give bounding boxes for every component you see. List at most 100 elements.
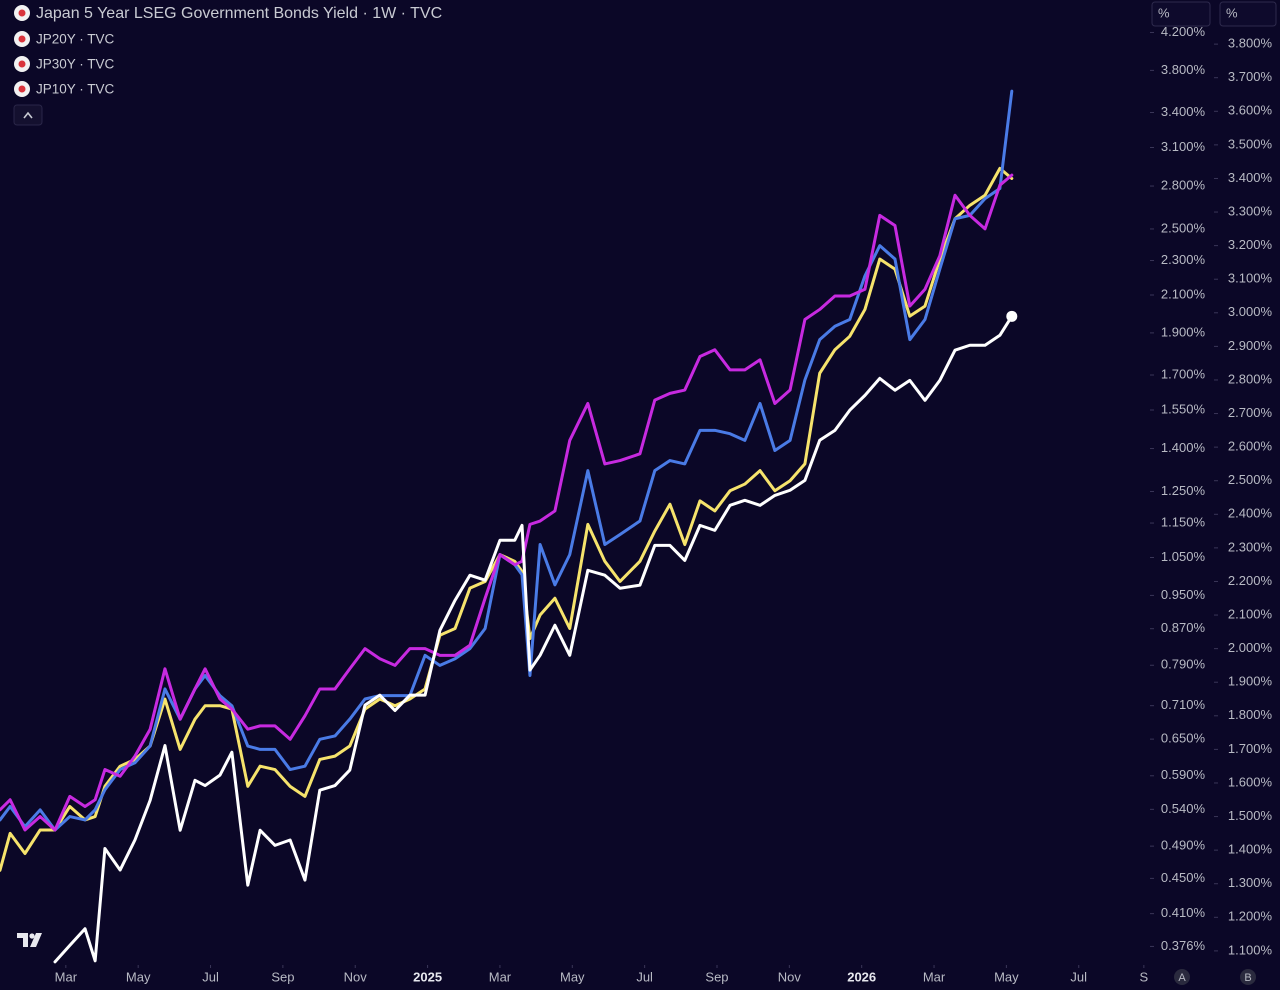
y2-tick-label: 2.000% — [1228, 640, 1273, 655]
y2-tick-label: 3.000% — [1228, 304, 1273, 319]
y2-tick-label: 3.400% — [1228, 170, 1273, 185]
y-tick-label: 1.550% — [1161, 401, 1206, 416]
y-tick-label: 1.050% — [1161, 549, 1206, 564]
x-tick-label: Mar — [55, 969, 78, 984]
y-tick-label: 0.590% — [1161, 767, 1206, 782]
scale-unit-box — [1151, 1, 1211, 27]
scale-unit[interactable]: % — [1219, 1, 1277, 27]
legend-label: JP10Y · TVC — [36, 82, 115, 97]
logo[interactable] — [17, 933, 42, 947]
x-tick-label: Jul — [202, 969, 219, 984]
x-tick-label: Sep — [705, 969, 728, 984]
logo-part — [17, 933, 28, 947]
y2-tick-label: 1.300% — [1228, 875, 1273, 890]
legend-label: JP20Y · TVC — [36, 32, 115, 47]
y2-tick-label: 1.500% — [1228, 808, 1273, 823]
legend-item[interactable]: JP20Y · TVC — [14, 31, 115, 47]
y-tick-label: 2.100% — [1161, 286, 1206, 301]
x-tick-label: 2025 — [413, 969, 442, 984]
y-tick-label: 1.700% — [1161, 366, 1206, 381]
y-tick-label: 2.300% — [1161, 252, 1206, 267]
y2-tick-label: 2.700% — [1228, 405, 1273, 420]
series-line — [0, 173, 1014, 832]
flag-dot — [18, 60, 26, 68]
y-tick-label: 1.900% — [1161, 324, 1206, 339]
y-tick-label: 1.400% — [1161, 440, 1206, 455]
x-tick-label: Jul — [1070, 969, 1087, 984]
y-tick-label: 2.800% — [1161, 177, 1206, 192]
y2-tick-label: 3.800% — [1228, 36, 1273, 51]
y-tick-label: 0.870% — [1161, 620, 1206, 635]
legend-label: Japan 5 Year LSEG Government Bonds Yield… — [36, 5, 442, 22]
flag-dot — [18, 85, 26, 93]
y2-tick-label: 1.400% — [1228, 842, 1273, 857]
y-tick-label: 4.200% — [1161, 24, 1206, 39]
button-label: A — [1178, 972, 1186, 984]
y2-tick-label: 3.600% — [1228, 103, 1273, 118]
collapse-button[interactable] — [13, 104, 43, 126]
y2-tick-label: 1.600% — [1228, 774, 1273, 789]
y2-tick-label: 2.200% — [1228, 573, 1273, 588]
legend-item[interactable]: Japan 5 Year LSEG Government Bonds Yield… — [14, 5, 442, 22]
y2-tick-label: 3.300% — [1228, 203, 1273, 218]
y-tick-label: 0.490% — [1161, 838, 1206, 853]
y2-tick-label: 1.800% — [1228, 707, 1273, 722]
y2-tick-label: 2.100% — [1228, 606, 1273, 621]
scale-unit-box — [1219, 1, 1277, 27]
y2-tick-label: 2.400% — [1228, 506, 1273, 521]
y-tick-label: 0.410% — [1161, 905, 1206, 920]
scale-unit[interactable]: % — [1151, 1, 1211, 27]
logo-part — [30, 933, 42, 947]
collapse-box — [13, 104, 43, 126]
x-tick-label: Nov — [778, 969, 802, 984]
y2-tick-label: 1.700% — [1228, 741, 1273, 756]
y-tick-label: 0.950% — [1161, 587, 1206, 602]
y2-tick-label: 2.900% — [1228, 338, 1273, 353]
y2-tick-label: 2.300% — [1228, 539, 1273, 554]
button-label: B — [1244, 972, 1251, 984]
y-tick-label: 0.650% — [1161, 731, 1206, 746]
plot-area — [0, 89, 1014, 964]
last-value-dot — [1006, 310, 1018, 322]
y-tick-label: 3.800% — [1161, 62, 1206, 77]
x-tick-label: Jul — [636, 969, 653, 984]
x-tick-label: Nov — [344, 969, 368, 984]
y2-tick-label: 3.500% — [1228, 136, 1273, 151]
y-tick-label: 0.790% — [1161, 657, 1206, 672]
y-tick-label: 1.150% — [1161, 514, 1206, 529]
button-bg — [1240, 969, 1256, 985]
y2-tick-label: 1.900% — [1228, 674, 1273, 689]
y2-tick-label: 2.600% — [1228, 439, 1273, 454]
x-tick-label: 2026 — [847, 969, 876, 984]
scale-button[interactable]: B — [1240, 969, 1256, 985]
y2-tick-label: 2.800% — [1228, 371, 1273, 386]
scale-button[interactable]: A — [1174, 969, 1190, 985]
scale-unit-label: % — [1158, 5, 1170, 20]
logo-part — [29, 933, 35, 939]
y-tick-label: 3.100% — [1161, 139, 1206, 154]
chevron — [23, 111, 33, 119]
legend-item[interactable]: JP10Y · TVC — [14, 81, 115, 97]
legend-item[interactable]: JP30Y · TVC — [14, 56, 115, 72]
y-tick-label: 0.450% — [1161, 870, 1206, 885]
series-line — [53, 314, 1014, 964]
y-tick-label: 2.500% — [1161, 220, 1206, 235]
x-tick-label: Mar — [923, 969, 946, 984]
legend-label: JP30Y · TVC — [36, 57, 115, 72]
y2-tick-label: 3.700% — [1228, 69, 1273, 84]
flag-dot — [18, 9, 26, 17]
y2-tick-label: 3.100% — [1228, 271, 1273, 286]
x-tick-label: S — [1140, 969, 1149, 984]
flag-dot — [18, 35, 26, 43]
x-tick-label: May — [560, 969, 585, 984]
scale-unit-label: % — [1226, 5, 1238, 20]
x-tick-label: Mar — [489, 969, 512, 984]
y-tick-label: 1.250% — [1161, 483, 1206, 498]
x-tick-label: May — [126, 969, 151, 984]
y-tick-label: 0.710% — [1161, 697, 1206, 712]
y2-tick-label: 3.200% — [1228, 237, 1273, 252]
button-bg — [1174, 969, 1190, 985]
y-tick-label: 0.540% — [1161, 801, 1206, 816]
y2-tick-label: 1.100% — [1228, 942, 1273, 957]
